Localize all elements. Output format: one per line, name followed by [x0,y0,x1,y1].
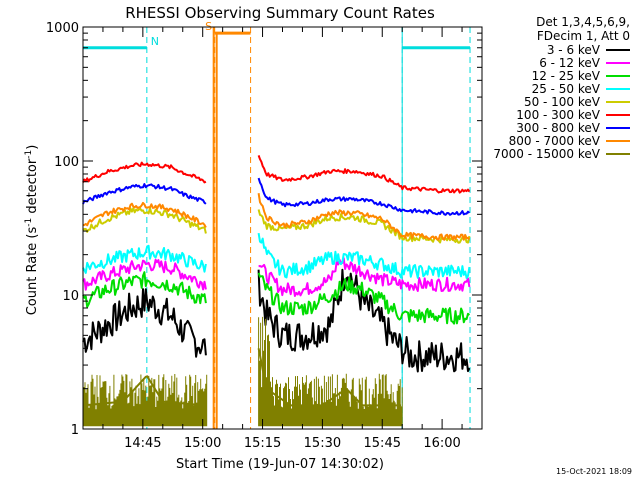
series-line [82,244,207,274]
x-tick-label: 14:45 [124,436,161,451]
series-25-50-kev [82,232,471,279]
series-line [257,232,471,279]
series-line [82,271,207,308]
x-axis-label: Start Time (19-Jun-07 14:30:02) [176,457,384,472]
series-12-25-kev [82,271,471,325]
legend-label: 50 - 100 keV [524,95,601,109]
series-line [82,207,207,234]
series-line [257,193,471,241]
series-line [82,161,207,184]
series-line [82,183,207,205]
legend-label: 6 - 12 keV [539,56,601,70]
flag-label-n: N [151,35,159,48]
x-tick-label: 16:00 [423,436,460,451]
series-100-300-kev [82,155,471,194]
x-tick-label: 15:00 [184,436,221,451]
series-line [82,288,207,358]
y-axis-label-part: Count Rate (s [25,227,40,316]
y-axis-label-part: detector [25,158,40,218]
x-tick-label: 15:15 [244,436,281,451]
legend-label: 12 - 25 keV [532,69,601,83]
x-tick-label: 15:30 [304,436,341,451]
legend-label: 100 - 300 keV [516,108,600,122]
legend-header-line: Det 1,3,4,5,6,9, [536,15,630,29]
y-axis-label-exp: -1 [24,218,34,227]
series-line [257,177,471,216]
series-line [82,201,207,228]
series-spikes [82,374,208,427]
legend-label: 3 - 6 keV [547,43,601,57]
series-800-7000-kev [82,193,471,241]
legend-label: 25 - 50 keV [532,82,601,96]
series-group [82,155,471,427]
legend-label: 800 - 7000 keV [509,134,601,148]
legend-header-line: FDecim 1, Att 0 [537,29,630,43]
series-7000-15000-kev [82,316,403,427]
series-300-800-kev [82,177,471,216]
y-axis-label-part: ) [25,145,40,150]
series-line [257,348,401,407]
legend: Det 1,3,4,5,6,9, FDecim 1, Att 0 3 - 6 k… [493,15,630,161]
y-tick-label: 1000 [46,21,79,36]
y-axis-label-exp: -1 [24,150,34,159]
series-line [257,155,471,194]
series-line [82,258,207,291]
series-line [258,257,471,297]
legend-label: 7000 - 15000 keV [493,147,600,161]
y-axis-label: Count Rate (s-1 detector-1) [24,145,40,316]
y-tick-label: 100 [54,155,79,170]
footer-date: 15-Oct-2021 18:09 [556,467,632,476]
series-3-6-kev [82,268,471,373]
y-tick-label: 10 [62,289,79,304]
x-tick-label: 15:45 [364,436,401,451]
series-spikes [258,316,403,427]
legend-label: 300 - 800 keV [516,121,600,135]
axes: 1 10 100 1000 14:45 15:00 15:15 15:30 15:45 16:00 [46,21,483,451]
series-line [257,272,471,325]
series-6-12-kev [82,257,471,297]
y-tick-label: 1 [71,423,79,438]
series-line [257,268,471,373]
chart-title: RHESSI Observing Summary Count Rates [125,4,435,22]
